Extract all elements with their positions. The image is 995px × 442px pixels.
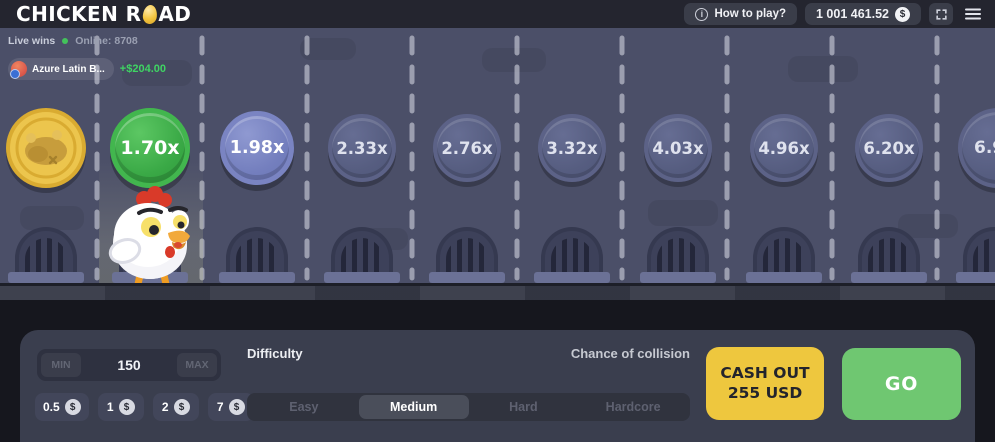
how-to-play-label: How to play? <box>714 8 786 20</box>
how-to-play-button[interactable]: i How to play? <box>684 3 797 25</box>
multiplier-value: 2.33x <box>336 138 388 158</box>
cash-out-amount: 255 USD <box>727 383 803 402</box>
gold-coin-icon <box>6 108 86 188</box>
multiplier-value: 4.03x <box>652 138 704 158</box>
dollar-coin-icon: $ <box>64 399 81 415</box>
tab-hard[interactable]: Hard <box>469 395 579 419</box>
road-patch <box>648 200 718 226</box>
go-button[interactable]: GO <box>842 348 961 420</box>
cash-out-label: CASH OUT <box>720 364 810 383</box>
multiplier-cell: 6.20x <box>855 114 923 182</box>
difficulty-tabs: Easy Medium Hard Hardcore <box>247 393 690 421</box>
multiplier-cell: 2.33x <box>328 114 396 182</box>
control-panel: MIN 150 MAX 0.5 $ 1 $ 2 $ 7 $ Difficulty… <box>20 330 975 442</box>
dollar-coin-icon: $ <box>228 399 245 415</box>
currency-symbol: $ <box>899 8 906 20</box>
player-avatar <box>10 61 27 79</box>
balance-display[interactable]: 1 001 461.52 $ <box>805 3 921 25</box>
multiplier-cell: 2.76x <box>433 114 501 182</box>
quick-bet-buttons: 0.5 $ 1 $ 2 $ 7 $ <box>35 393 254 421</box>
player-name: Azure Latin B... <box>32 63 105 75</box>
online-value: 8708 <box>114 35 138 47</box>
multiplier-cell: 4.96x <box>750 114 818 182</box>
quick-bet-value: 0.5 <box>43 400 60 414</box>
tab-hardcore[interactable]: Hardcore <box>578 395 688 419</box>
multiplier-cell[interactable]: 1.98x <box>220 111 294 185</box>
drain-grate <box>534 227 610 283</box>
live-wins-panel: Live wins Online: 8708 Azure Latin B... … <box>8 33 166 80</box>
menu-button[interactable] <box>961 3 985 25</box>
bet-max-button[interactable]: MAX <box>177 353 217 377</box>
topbar-actions: i How to play? 1 001 461.52 $ <box>684 3 985 25</box>
multiplier-cell: 3.32x <box>538 114 606 182</box>
road-patch <box>482 48 546 72</box>
drain-grate <box>8 227 84 283</box>
app-logo: CHICKEN R AD <box>16 2 191 26</box>
balance-value: 1 001 461.52 <box>816 7 889 21</box>
tab-medium[interactable]: Medium <box>358 395 469 419</box>
road-patch <box>122 60 192 86</box>
drain-grate <box>956 227 995 283</box>
multiplier-cell: 4.03x <box>644 114 712 182</box>
drain-grate <box>429 227 505 283</box>
dollar-coin-icon: $ <box>118 399 135 415</box>
player-win-amount: +$204.00 <box>119 63 166 75</box>
quick-bet-value: 7 <box>216 400 224 414</box>
chicken-icon <box>108 186 190 283</box>
bet-amount-value[interactable]: 150 <box>117 357 141 373</box>
difficulty-label: Difficulty <box>247 346 303 361</box>
quick-bet-7-button[interactable]: 7 $ <box>207 393 254 421</box>
lane-divider-lines <box>94 35 940 281</box>
logo-text-right: AD <box>158 2 192 26</box>
quick-bet-value: 2 <box>161 400 169 414</box>
topbar: CHICKEN R AD i How to play? 1 001 461.52… <box>0 0 995 28</box>
bet-min-button[interactable]: MIN <box>41 353 81 377</box>
live-win-entry: Azure Latin B... +$204.00 <box>8 58 166 80</box>
hamburger-menu-icon <box>965 8 981 20</box>
gold-coin <box>4 106 88 190</box>
drain-grate <box>640 227 716 283</box>
multiplier-value: 6.9 <box>974 138 995 158</box>
bet-amount-control: MIN 150 MAX <box>37 349 221 381</box>
drain-grate <box>324 227 400 283</box>
quick-bet-2-button[interactable]: 2 $ <box>152 393 199 421</box>
online-count: Online: 8708 <box>75 35 137 47</box>
drain-grate <box>851 227 927 283</box>
online-status-dot <box>62 38 69 44</box>
live-wins-label: Live wins <box>8 35 56 47</box>
cash-out-button[interactable]: CASH OUT 255 USD <box>706 347 824 420</box>
multiplier-value: 3.32x <box>546 138 598 158</box>
quick-bet-1-button[interactable]: 1 $ <box>97 393 144 421</box>
multiplier-value: 1.98x <box>229 138 285 158</box>
road-curb <box>0 283 995 300</box>
road-patch <box>20 206 84 230</box>
fullscreen-icon <box>935 8 947 20</box>
quick-bet-value: 1 <box>106 400 114 414</box>
info-icon: i <box>695 7 709 21</box>
logo-text-left: CHICKEN R <box>16 2 142 26</box>
chance-of-collision-label: Chance of collision <box>570 346 690 361</box>
dollar-coin-icon: $ <box>895 6 910 22</box>
multiplier-value: 6.20x <box>863 138 915 158</box>
egg-icon <box>142 3 159 25</box>
chicken-character <box>98 183 202 283</box>
game-road: 1.70x 1.98x 2.33x 2.76x 3.32x 4.03x 4.96… <box>0 28 995 283</box>
tab-easy[interactable]: Easy <box>249 395 359 419</box>
multiplier-value: 4.96x <box>758 138 810 158</box>
multiplier-value: 2.76x <box>441 138 493 158</box>
fullscreen-button[interactable] <box>929 3 953 25</box>
drain-grate <box>746 227 822 283</box>
quick-bet-0.5-button[interactable]: 0.5 $ <box>35 393 89 421</box>
player-pill[interactable]: Azure Latin B... <box>8 58 114 80</box>
road-patch <box>300 38 356 60</box>
dollar-coin-icon: $ <box>173 399 190 415</box>
online-label: Online: <box>75 35 112 47</box>
multiplier-value: 1.70x <box>120 137 180 159</box>
road-patch <box>788 56 858 82</box>
drain-grate <box>219 227 295 283</box>
multiplier-cell-active[interactable]: 1.70x <box>110 108 190 188</box>
